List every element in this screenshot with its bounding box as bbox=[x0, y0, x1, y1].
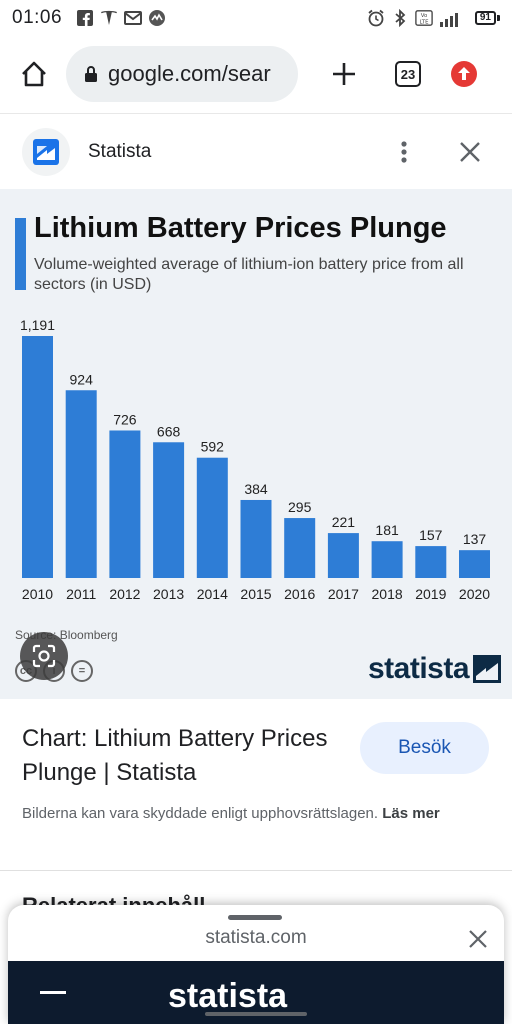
divider bbox=[0, 870, 512, 871]
value-label-2019: 157 bbox=[419, 527, 443, 543]
statista-wordmark: statista bbox=[368, 652, 470, 685]
bar-2011 bbox=[65, 390, 97, 578]
google-lens-button[interactable] bbox=[20, 632, 68, 680]
source-name[interactable]: Statista bbox=[88, 140, 152, 162]
bar-chart: 1,191 2010 924 2011 726 2012 668 2013 592 2014 384… bbox=[20, 317, 490, 602]
tabs-button[interactable]: 23 bbox=[386, 52, 430, 96]
new-tab-button[interactable] bbox=[322, 52, 366, 96]
battery-level: 91 bbox=[474, 11, 496, 25]
bottom-sheet[interactable]: statista.com statista bbox=[8, 905, 504, 1024]
copyright-text: Bilderna kan vara skyddade enligt upphov… bbox=[22, 805, 379, 822]
read-more-link[interactable]: Läs mer bbox=[382, 805, 440, 822]
bar-2012 bbox=[109, 430, 141, 578]
x-tick-2016: 2016 bbox=[284, 586, 315, 602]
value-label-2013: 668 bbox=[157, 423, 181, 439]
copyright-notice: Bilderna kan vara skyddade enligt upphov… bbox=[22, 802, 492, 825]
update-button[interactable] bbox=[442, 52, 486, 96]
lens-icon bbox=[32, 644, 56, 668]
bar-2016 bbox=[284, 518, 316, 578]
statista-brand: statista bbox=[368, 652, 502, 686]
address-bar[interactable]: google.com/sear bbox=[66, 46, 298, 102]
x-tick-2019: 2019 bbox=[415, 586, 446, 602]
status-bar: 01:06 Vo LTE 91 bbox=[0, 0, 512, 36]
value-label-2015: 384 bbox=[244, 481, 268, 497]
plus-icon bbox=[333, 63, 355, 85]
x-tick-2014: 2014 bbox=[197, 586, 228, 602]
visit-button[interactable]: Besök bbox=[360, 722, 489, 774]
home-button[interactable] bbox=[12, 52, 56, 96]
svg-text:LTE: LTE bbox=[419, 19, 429, 25]
battery-icon: 91 bbox=[474, 11, 500, 25]
value-label-2012: 726 bbox=[113, 411, 137, 427]
status-time: 01:06 bbox=[12, 7, 63, 28]
bar-2019 bbox=[415, 546, 447, 578]
close-button[interactable] bbox=[450, 132, 490, 172]
value-label-2017: 221 bbox=[332, 514, 356, 530]
x-tick-2015: 2015 bbox=[240, 586, 271, 602]
bar-2013 bbox=[153, 442, 185, 578]
statista-logo-icon bbox=[22, 127, 70, 176]
result-title[interactable]: Chart: Lithium Battery Prices Plunge | S… bbox=[22, 725, 328, 786]
value-label-2020: 137 bbox=[463, 531, 487, 547]
close-icon bbox=[469, 930, 487, 948]
preview-brand: statista bbox=[168, 977, 288, 1015]
value-label-2011: 924 bbox=[70, 371, 94, 387]
close-icon bbox=[460, 141, 480, 162]
svg-text:Vo: Vo bbox=[421, 13, 428, 19]
bar-2020 bbox=[459, 550, 490, 578]
bar-2015 bbox=[240, 499, 272, 578]
x-tick-2018: 2018 bbox=[372, 586, 403, 602]
menu-icon bbox=[40, 991, 66, 994]
app-notification-icon bbox=[148, 9, 166, 27]
sheet-drag-handle[interactable] bbox=[228, 915, 282, 920]
value-label-2016: 295 bbox=[288, 499, 312, 515]
tab-count: 23 bbox=[395, 61, 421, 87]
more-options-button[interactable] bbox=[384, 132, 424, 172]
x-tick-2011: 2011 bbox=[66, 586, 96, 602]
x-tick-2012: 2012 bbox=[109, 586, 140, 602]
x-tick-2013: 2013 bbox=[153, 586, 184, 602]
x-tick-2020: 2020 bbox=[459, 586, 490, 602]
browser-toolbar: google.com/sear 23 bbox=[0, 40, 512, 108]
chart-title: Lithium Battery Prices Plunge bbox=[34, 212, 447, 244]
update-arrow-icon bbox=[451, 61, 477, 87]
more-vert-icon bbox=[401, 140, 407, 163]
gesture-nav-bar[interactable] bbox=[205, 1012, 307, 1016]
x-tick-2010: 2010 bbox=[22, 586, 53, 602]
volte-icon: Vo LTE bbox=[415, 9, 433, 27]
url-text: google.com/sear bbox=[108, 61, 271, 86]
home-icon bbox=[22, 61, 46, 87]
bar-2017 bbox=[327, 533, 359, 578]
statista-mark-icon bbox=[473, 655, 502, 683]
bar-2010 bbox=[22, 336, 53, 578]
chart-title-accent bbox=[15, 218, 26, 290]
signal-icon bbox=[439, 9, 469, 27]
value-label-2018: 181 bbox=[375, 522, 399, 538]
chart-subtitle: Volume-weighted average of lithium-ion b… bbox=[34, 256, 464, 293]
image-source-header: Statista bbox=[0, 113, 512, 189]
nd-icon: = bbox=[71, 660, 93, 682]
x-tick-2017: 2017 bbox=[328, 586, 359, 602]
alarm-icon bbox=[367, 9, 385, 27]
facebook-icon bbox=[76, 9, 94, 27]
lock-icon bbox=[85, 66, 97, 82]
gmail-icon bbox=[124, 9, 143, 27]
sheet-close-button[interactable] bbox=[462, 923, 494, 955]
sheet-title: statista.com bbox=[205, 927, 307, 948]
bar-2014 bbox=[196, 457, 228, 578]
bar-2018 bbox=[371, 541, 403, 578]
value-label-2010: 1,191 bbox=[20, 317, 55, 333]
tesla-icon bbox=[100, 9, 118, 27]
bluetooth-icon bbox=[391, 9, 409, 27]
value-label-2014: 592 bbox=[201, 439, 225, 455]
